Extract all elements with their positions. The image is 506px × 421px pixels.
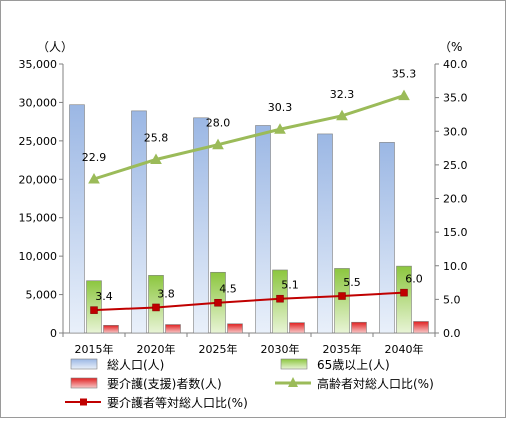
bar-care-needed [289, 322, 305, 334]
y-left-tick-label: 30,000 [19, 96, 58, 109]
legend-label: 要介護(支援)者数(人) [107, 376, 222, 391]
y-left-tick-label: 10,000 [19, 250, 58, 263]
bar-total-population [193, 117, 209, 334]
legend-swatch [70, 377, 98, 389]
legend-item: 高齢者対総人口比(%) [275, 376, 434, 391]
y-right-unit-label: （% [439, 40, 462, 54]
y-left-tick-label: 15,000 [19, 212, 58, 225]
bar-care-needed [165, 324, 181, 334]
y-right-tick-label: 35.0 [443, 92, 468, 105]
legend-swatch [280, 358, 308, 370]
x-tick-label: 2030年 [261, 342, 300, 356]
y-right-tick-label: 5.0 [443, 293, 461, 306]
y-left-tick-label: 0 [50, 327, 57, 340]
bar-care-needed [103, 325, 119, 334]
bar-care-needed [227, 323, 243, 334]
bar-care-needed [413, 321, 429, 334]
legend-item: 65歳以上(人) [280, 358, 390, 372]
point-elderly-ratio [150, 153, 162, 164]
y-left-tick-label: 20,000 [19, 173, 58, 186]
point-care-ratio [338, 292, 346, 300]
legend-marker-square [80, 398, 87, 406]
data-label-elderly-ratio: 22.9 [82, 151, 107, 164]
data-label-elderly-ratio: 32.3 [330, 88, 355, 101]
data-label-care-ratio: 4.5 [219, 283, 237, 296]
legend-item: 要介護(支援)者数(人) [70, 376, 222, 391]
point-care-ratio [214, 298, 222, 307]
y-right-tick-label: 30.0 [443, 125, 468, 138]
data-label-care-ratio: 5.1 [281, 279, 299, 292]
y-left-tick-label: 5,000 [26, 289, 58, 302]
data-label-elderly-ratio: 28.0 [206, 117, 231, 130]
data-label-elderly-ratio: 25.8 [144, 131, 169, 144]
line-elderly-ratio [93, 94, 405, 181]
y-left-unit-label: （人） [37, 40, 73, 54]
point-care-ratio [152, 303, 160, 312]
line-care-ratio [93, 291, 405, 312]
point-care-ratio [400, 288, 408, 297]
x-tick-label: 2020年 [137, 342, 176, 356]
legend-label: 要介護者等対総人口比(%) [107, 395, 248, 410]
bar-total-population [317, 133, 333, 334]
point-care-ratio [276, 294, 284, 303]
y-right-tick-label: 15.0 [443, 226, 468, 239]
point-elderly-ratio [88, 172, 100, 184]
data-label-care-ratio: 6.0 [405, 273, 423, 286]
legend-label: 高齢者対総人口比(%) [317, 376, 434, 391]
y-right-tick-label: 10.0 [443, 260, 468, 273]
legend-swatch [70, 358, 98, 370]
data-label-care-ratio: 3.8 [157, 287, 175, 300]
y-left-tick-label: 35,000 [19, 58, 58, 71]
y-right-tick-label: 25.0 [443, 159, 468, 172]
legend-item: 要介護者等対総人口比(%) [65, 395, 248, 410]
data-label-care-ratio: 3.4 [95, 290, 113, 303]
y-right-tick-label: 20.0 [443, 193, 468, 206]
legend-label: 65歳以上(人) [317, 358, 390, 372]
bar-total-population [379, 142, 395, 334]
point-elderly-ratio [212, 138, 224, 150]
y-left-tick-label: 25,000 [19, 135, 58, 148]
bar-age-65-plus [334, 268, 350, 334]
data-label-elderly-ratio: 30.3 [268, 101, 293, 114]
data-label-elderly-ratio: 35.3 [392, 68, 417, 81]
x-tick-label: 2035年 [323, 342, 362, 356]
bar-total-population [255, 125, 271, 334]
legend-item: 総人口(人) [70, 358, 164, 372]
legend-label: 総人口(人) [107, 358, 164, 372]
point-elderly-ratio [336, 109, 348, 121]
point-elderly-ratio [274, 123, 286, 134]
x-tick-label: 2025年 [199, 342, 238, 356]
legend-marker-triangle [288, 377, 298, 387]
bar-care-needed [351, 321, 367, 334]
bar-age-65-plus [396, 265, 412, 334]
point-care-ratio [90, 306, 98, 314]
y-right-tick-label: 40.0 [443, 58, 468, 71]
x-tick-label: 2040年 [385, 342, 424, 356]
data-label-care-ratio: 5.5 [343, 276, 361, 289]
y-right-tick-label: 0.0 [443, 327, 461, 340]
bar-total-population [69, 104, 85, 334]
x-tick-label: 2015年 [75, 342, 114, 356]
point-elderly-ratio [398, 89, 410, 101]
